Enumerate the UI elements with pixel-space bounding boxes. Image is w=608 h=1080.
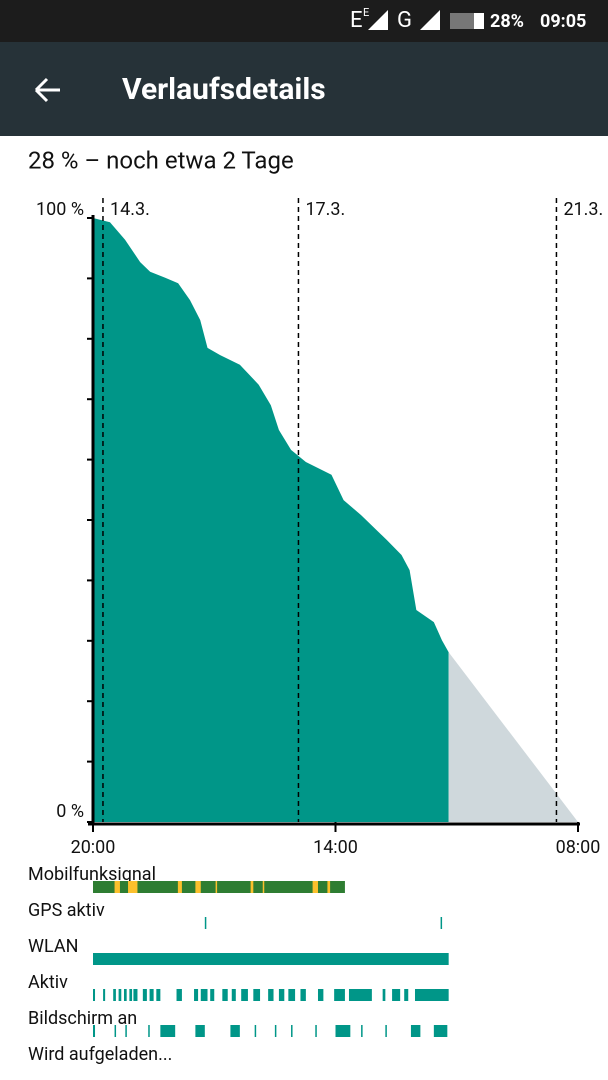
battery-level <box>474 13 484 29</box>
track-segment <box>414 989 449 1001</box>
track-segment <box>93 881 345 893</box>
track-segment <box>204 917 207 929</box>
track-label: Aktiv <box>28 972 68 993</box>
track-segment <box>300 989 306 1001</box>
track-highlight <box>312 881 318 893</box>
track-segment <box>230 1025 240 1037</box>
track-segment <box>149 989 154 1001</box>
track-segment <box>361 1025 363 1037</box>
signal-icon <box>420 10 440 30</box>
track-segment <box>315 1025 317 1037</box>
network-sub: E <box>363 6 369 19</box>
track-label: Wird aufgeladen... <box>28 1044 172 1065</box>
track-segment <box>278 989 285 1001</box>
y-tick-label: 100 % <box>36 199 84 220</box>
track-segment <box>440 917 443 929</box>
track-segment <box>382 989 386 1001</box>
back-arrow[interactable] <box>34 77 60 103</box>
track-segment <box>335 1025 351 1037</box>
clock: 09:05 <box>540 11 586 32</box>
track-segment <box>160 1025 176 1037</box>
x-tick-label: 20:00 <box>71 837 116 858</box>
track-segment <box>156 989 161 1001</box>
track-segment <box>334 989 345 1001</box>
projection-area <box>448 652 578 822</box>
track-segment <box>241 989 248 1001</box>
track-segment <box>118 989 122 1001</box>
track-highlight <box>177 881 182 893</box>
track-segment <box>195 1025 205 1037</box>
track-segment <box>103 989 106 1001</box>
track-segment <box>385 1025 387 1037</box>
track-segment <box>93 953 449 965</box>
track-segment <box>133 989 138 1001</box>
date-label: 21.3. <box>563 199 603 220</box>
network-type-2: G <box>397 8 412 33</box>
track-highlight <box>327 881 331 893</box>
status-bar <box>0 0 608 42</box>
back-button[interactable] <box>34 77 60 103</box>
app-title: Verlaufsdetails <box>122 72 326 107</box>
track-segment <box>123 989 127 1001</box>
app-bar <box>0 42 608 136</box>
track-segment <box>176 989 182 1001</box>
track-segment <box>348 989 372 1001</box>
track-segment <box>433 1025 448 1037</box>
battery-area <box>93 218 449 822</box>
track-segment <box>392 989 401 1001</box>
track-segment <box>194 989 199 1001</box>
track-segment <box>253 989 261 1001</box>
track-label: WLAN <box>28 936 78 957</box>
battery-chart: 14.3. 17.3. 21.3. 100 % 0 % 20:00 14:00 08:00 Mo… <box>28 198 603 1065</box>
track-segment <box>268 989 274 1001</box>
track-segment <box>210 989 215 1001</box>
track-segment <box>288 989 296 1001</box>
track-segment <box>114 1025 117 1037</box>
track-segment <box>200 989 208 1001</box>
x-tick-label: 14:00 <box>313 837 358 858</box>
track-segment <box>291 1025 293 1037</box>
track-highlight <box>128 881 138 893</box>
track-segment <box>222 989 228 1001</box>
track-segment <box>93 1025 96 1037</box>
date-label: 17.3. <box>305 199 345 220</box>
track-label: GPS aktiv <box>28 900 105 921</box>
date-label: 14.3. <box>110 199 150 220</box>
battery-percent: 28% <box>490 11 524 32</box>
track-segment <box>129 989 133 1001</box>
track-highlight <box>114 881 120 893</box>
track-segment <box>113 989 116 1001</box>
signal-icon <box>368 10 388 30</box>
track-segment <box>410 1025 421 1037</box>
track-segment <box>254 1025 257 1037</box>
track-label: Mobilfunksignal <box>28 864 156 885</box>
summary: 28 % – noch etwa 2 Tage <box>28 146 294 174</box>
track-highlight <box>250 881 254 893</box>
track-highlight <box>262 881 265 893</box>
track-highlight <box>195 881 201 893</box>
network-type: E <box>350 8 363 33</box>
track-segment <box>404 989 409 1001</box>
x-tick-label: 08:00 <box>556 837 601 858</box>
track-segment <box>125 1025 127 1037</box>
track-segment <box>317 989 324 1001</box>
track-segment <box>231 989 236 1001</box>
track-segment <box>274 1025 277 1037</box>
track-segment <box>148 1025 150 1037</box>
track-label: Bildschirm an <box>28 1008 137 1029</box>
track-segment <box>142 989 147 1001</box>
track-highlight <box>215 881 218 893</box>
y-tick-label: 0 % <box>56 801 84 822</box>
track-segment <box>93 989 96 1001</box>
